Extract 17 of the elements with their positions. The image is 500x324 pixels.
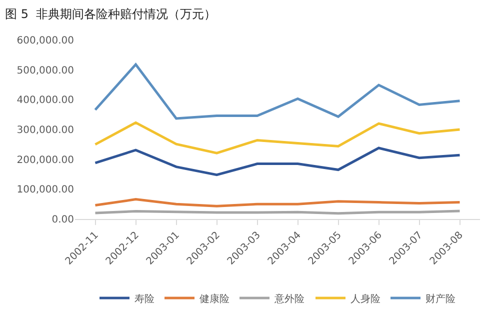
- line-series: [94, 146, 461, 176]
- line-series: [94, 121, 461, 154]
- y-tick-label: 600,000.00: [16, 36, 74, 46]
- y-tick-label: 500,000.00: [16, 65, 74, 76]
- legend-label: 财产险: [426, 292, 456, 305]
- legend-label: 寿险: [134, 292, 154, 305]
- y-tick-label: 400,000.00: [16, 95, 74, 106]
- legend-label: 人身险: [350, 292, 380, 305]
- y-tick-label: 300,000.00: [16, 125, 74, 136]
- line-series: [94, 198, 461, 208]
- line-series: [94, 63, 461, 120]
- chart-title: 图 5 非典期间各险种赔付情况（万元）: [5, 7, 216, 22]
- legend-label: 健康险: [200, 292, 230, 305]
- y-tick-label: 0.00: [52, 214, 74, 226]
- legend-label: 意外险: [274, 292, 304, 305]
- y-tick-label: 200,000.00: [16, 154, 74, 166]
- y-tick-label: 100,000.00: [16, 184, 74, 196]
